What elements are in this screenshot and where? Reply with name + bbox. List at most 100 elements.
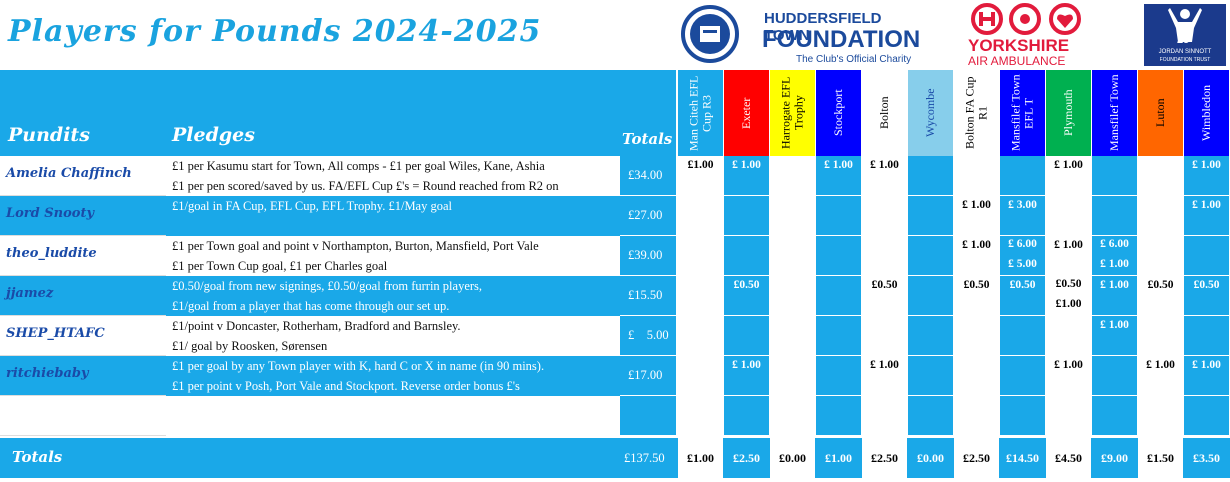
amount-cell: £ 1.00 <box>1184 156 1229 195</box>
pledge-amount: £0.50 <box>1055 278 1082 290</box>
amount-cell <box>816 196 861 235</box>
amount-cell <box>1138 236 1183 275</box>
amount-cell: £0.50 <box>862 276 907 315</box>
pundit-total: £34.00 <box>620 156 676 196</box>
amount-cell: £0.50 <box>1138 276 1183 315</box>
amount-cell <box>862 396 907 435</box>
pledge-line <box>172 396 620 416</box>
pledge-line: £1 per Kasumu start for Town, All comps … <box>172 159 545 173</box>
amount-cell <box>678 236 723 275</box>
htf-line3: The Club's Official Charity <box>796 54 912 65</box>
pledge-line: £1/goal from a player that has come thro… <box>172 299 450 313</box>
amount-cell: £0.50 <box>1000 276 1045 315</box>
amount-cell: £ 3.00 <box>1000 196 1045 235</box>
amount-cell <box>816 316 861 355</box>
amount-cell: £1.00 <box>678 156 723 195</box>
amount-cell <box>908 356 953 395</box>
amount-cell <box>770 276 815 315</box>
pledge-amount: £0.50 <box>963 279 990 291</box>
amount-cell <box>1046 396 1091 435</box>
amount-cell <box>724 236 769 275</box>
pledge-amount: £ 1.00 <box>1192 159 1221 171</box>
pledge-amount: £0.50 <box>1009 279 1036 291</box>
amount-cell <box>954 316 999 355</box>
pledge-line: £1 per Town goal and point v Northampton… <box>172 239 539 253</box>
amount-cell: £ 6.00 £ 1.00 <box>1092 236 1137 275</box>
amount-cell <box>678 276 723 315</box>
htf-line2: FOUNDATION <box>762 26 921 53</box>
pledge-line: £1 per pen scored/saved by us. FA/EFL Cu… <box>172 179 559 193</box>
amount-cell <box>1184 316 1229 355</box>
pledge-amount: £0.50 <box>871 279 898 291</box>
pledge-amount: £ 1.00 <box>870 159 899 171</box>
column-total-3: £1.00 <box>816 438 861 478</box>
amount-cell <box>724 396 769 435</box>
column-total-9: £9.00 <box>1092 438 1137 478</box>
amount-cell <box>908 156 953 195</box>
amount-cell: £ 1.00 <box>724 356 769 395</box>
amount-cell <box>908 396 953 435</box>
amount-cell <box>770 236 815 275</box>
amount-cell <box>724 196 769 235</box>
amount-cell: £ 1.00 <box>954 236 999 275</box>
amount-cell <box>678 396 723 435</box>
amount-cell: £ 6.00 £ 5.00 <box>1000 236 1045 275</box>
amount-cell <box>816 236 861 275</box>
yaa-line2: AIR AMBULANCE <box>968 54 1066 68</box>
pundit-total: £17.00 <box>620 356 676 396</box>
column-header-2: Harrogate EFL Trophy <box>770 70 815 156</box>
amount-cell: £ 1.00 <box>1092 316 1137 355</box>
amount-cell <box>1138 316 1183 355</box>
amount-cell <box>1000 356 1045 395</box>
js-line1: JORDAN SINNOTT <box>1158 49 1212 55</box>
amount-cell <box>678 316 723 355</box>
amount-cell: £0.50 <box>1184 276 1229 315</box>
pledge-amount: £ 1.00 <box>962 199 991 211</box>
pledge-amount: £ 6.00 <box>1008 238 1037 250</box>
htf-crest-icon <box>681 5 739 63</box>
pledge-amount: £ 3.00 <box>1008 199 1037 211</box>
amount-cell: £ 1.00 <box>1184 196 1229 235</box>
column-header-10: Luton <box>1138 70 1183 156</box>
amount-cell: £0.50 <box>724 276 769 315</box>
amount-cell: £ 1.00 <box>954 196 999 235</box>
yorkshire-air-ambulance-logo: YORKSHIRE AIR AMBULANCE <box>960 0 1110 68</box>
amount-cell <box>908 196 953 235</box>
amount-cell <box>1046 316 1091 355</box>
pundit-total: £15.50 <box>620 276 676 316</box>
amount-cell <box>862 196 907 235</box>
pledge-amount: £0.50 <box>1193 279 1220 291</box>
amount-cell <box>678 196 723 235</box>
column-total-1: £2.50 <box>724 438 769 478</box>
amount-cell <box>1138 196 1183 235</box>
amount-cell <box>862 236 907 275</box>
column-header-9: Mansfilef Town <box>1092 70 1137 156</box>
column-header-0: Man Citeh EFL Cup R3 <box>678 70 723 156</box>
amount-cell <box>724 316 769 355</box>
page-title: Players for Pounds 2024-2025 <box>8 14 542 49</box>
amount-cell <box>770 356 815 395</box>
amount-cell: £ 1.00 <box>816 156 861 195</box>
amount-cell <box>954 156 999 195</box>
amount-cell <box>816 276 861 315</box>
amount-cell: £ 1.00 <box>1184 356 1229 395</box>
amount-cell <box>1046 196 1091 235</box>
amount-cell <box>770 156 815 195</box>
amount-cell: £ 1.00 <box>862 356 907 395</box>
column-total-4: £2.50 <box>862 438 907 478</box>
pledge-amount: £ 1.00 <box>732 159 761 171</box>
pledge-amount: £ 6.00 <box>1100 238 1129 250</box>
column-header-3: Stockport <box>816 70 861 156</box>
pledge-text <box>166 396 620 436</box>
pundit-name: Amelia Chaffinch <box>0 156 166 196</box>
pledge-amount: £ 1.00 <box>1100 319 1129 331</box>
jordan-sinnott-trust-logo: 25 JORDAN SINNOTT FOUNDATION TRUST <box>1144 4 1226 66</box>
pledge-amount: £ 1.00 <box>1100 258 1129 270</box>
amount-cell: £ 1.00 <box>1046 236 1091 275</box>
amount-cell <box>770 196 815 235</box>
grand-total: £137.50 <box>624 450 665 465</box>
js-figure-icon <box>1168 8 1202 42</box>
amount-cell: £ 1.00 <box>862 156 907 195</box>
column-total-8: £4.50 <box>1046 438 1091 478</box>
column-header-8: Plymouth <box>1046 70 1091 156</box>
